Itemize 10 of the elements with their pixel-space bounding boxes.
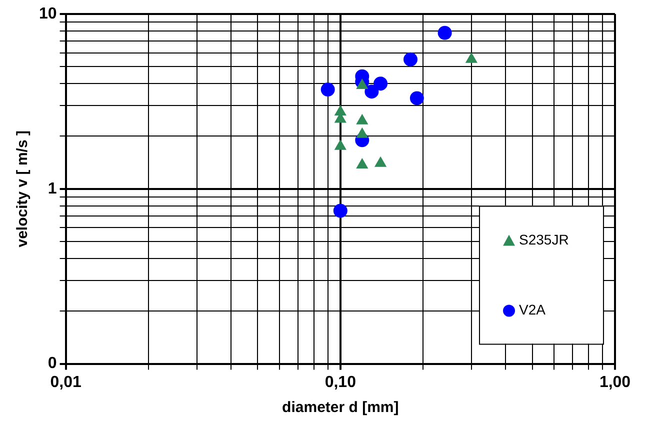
y-axis-title: velocity v [ m/s ]	[14, 130, 32, 248]
y-tick-label: 0	[48, 355, 57, 372]
y-tick-label: 10	[39, 5, 57, 22]
legend-label: V2A	[519, 302, 546, 318]
y-tick-label: 1	[48, 180, 57, 198]
x-tick-label: 0,01	[50, 374, 82, 391]
x-tick-label: 0,10	[324, 374, 356, 391]
legend-label: S235JR	[519, 232, 569, 248]
x-axis-title: diameter d [mm]	[282, 399, 399, 416]
x-tick-label: 1,00	[599, 374, 631, 391]
